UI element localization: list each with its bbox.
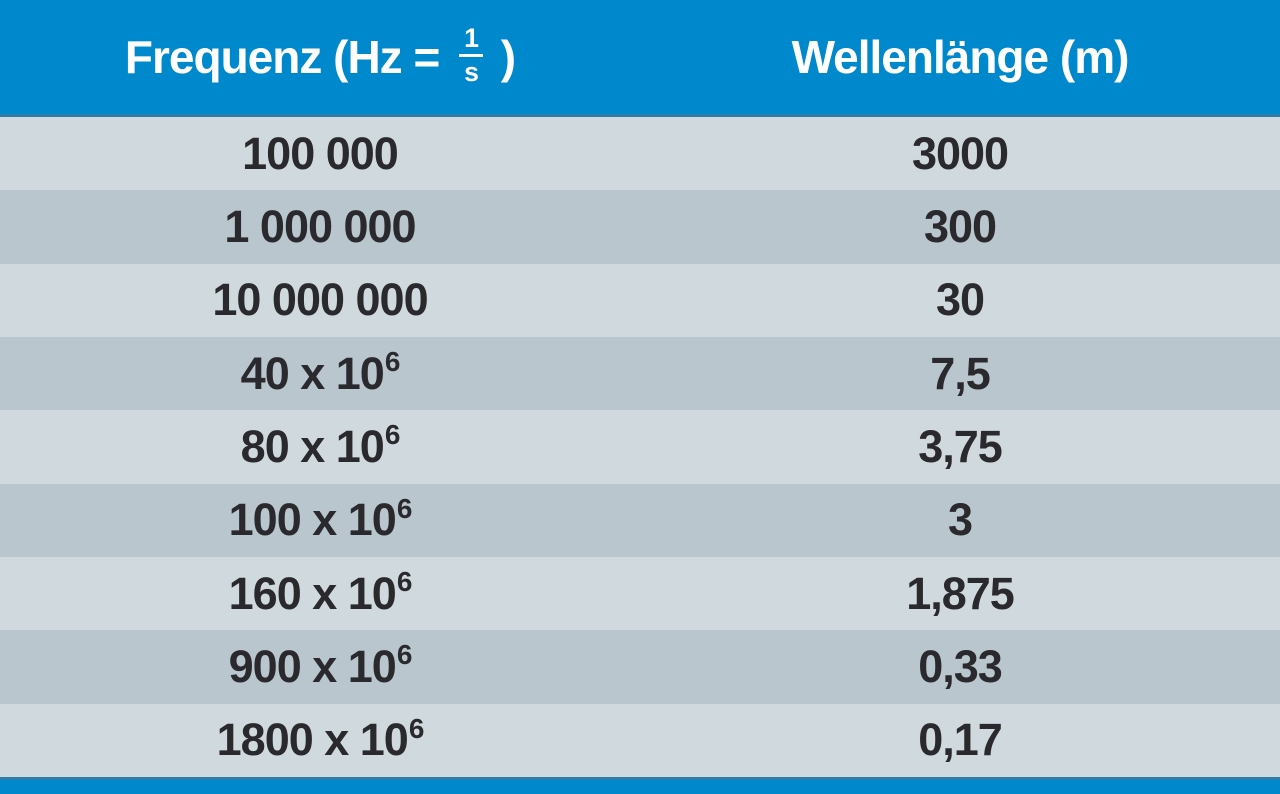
wavelength-cell: 0,17	[918, 714, 1003, 766]
table-header-row: Frequenz (Hz = 1 s ) Wellenlänge (m)	[0, 0, 1280, 117]
wavelength-cell: 1,875	[906, 567, 1015, 619]
frequency-header-suffix: )	[488, 31, 516, 83]
one-over-s-fraction: 1 s	[459, 24, 483, 87]
table-row: 1800 x 10 6 0,17	[0, 703, 1280, 777]
table-row: 160 x 10 6 1,875	[0, 556, 1280, 631]
frequency-value: 1 000 000	[224, 200, 416, 252]
wavelength-cell: 3000	[911, 127, 1009, 179]
frequency-cell: 1 000 000	[0, 190, 640, 263]
frequency-value: 100 x 10	[228, 494, 397, 546]
wavelength-cell: 3	[947, 494, 973, 546]
fraction-numerator: 1	[459, 24, 483, 57]
wavelength-cell: 0,33	[918, 640, 1003, 692]
frequency-cell: 40 x 10 6	[240, 345, 401, 399]
frequency-cell: 100 000	[0, 117, 640, 190]
wavelength-cell: 300	[923, 200, 997, 252]
frequency-value: 80 x 10	[240, 420, 385, 472]
frequency-header-prefix: Frequenz (Hz =	[124, 31, 452, 83]
frequency-value: 40 x 10	[240, 347, 385, 399]
frequency-cell: 80 x 10 6	[240, 419, 401, 472]
table-body: 100 000 3000 1 000 000 300 10 000 000 30 40 x …	[0, 117, 1280, 777]
table-row: 900 x 10 6 0,33	[0, 630, 1280, 704]
frequency-value: 100 000	[242, 127, 399, 179]
fraction-denominator: s	[464, 56, 479, 87]
frequency-value: 1800 x 10	[216, 714, 409, 766]
frequency-cell: 1800 x 10 6	[216, 712, 425, 766]
table-row: 10 000 000 30	[0, 263, 1280, 337]
frequency-value: 10 000 000	[212, 274, 428, 326]
frequency-value: 160 x 10	[228, 567, 397, 619]
column-header-frequency: Frequenz (Hz = 1 s )	[0, 0, 640, 114]
wavelength-cell: 30	[935, 274, 985, 326]
table-row: 40 x 10 6 7,5	[0, 336, 1280, 411]
frequency-cell: 160 x 10 6	[228, 565, 413, 619]
table-row: 80 x 10 6 3,75	[0, 410, 1280, 484]
wavelength-cell: 3,75	[918, 420, 1003, 472]
bottom-border-bar	[0, 777, 1280, 794]
frequency-cell: 900 x 10 6	[228, 639, 413, 692]
table-row: 100 000 3000	[0, 117, 1280, 191]
wavelength-cell: 7,5	[930, 347, 991, 399]
column-header-wavelength: Wellenlänge (m)	[791, 31, 1130, 83]
frequency-value: 900 x 10	[228, 640, 397, 692]
frequency-cell: 100 x 10 6	[228, 492, 413, 546]
table-row: 1 000 000 300	[0, 190, 1280, 264]
table-row: 100 x 10 6 3	[0, 483, 1280, 557]
frequency-cell: 10 000 000	[0, 264, 640, 337]
